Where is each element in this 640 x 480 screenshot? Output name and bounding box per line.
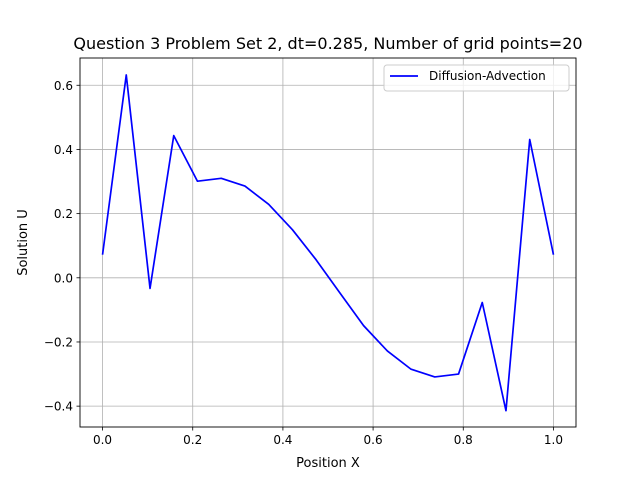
x-tick-label: 0.2 bbox=[183, 433, 202, 447]
y-tick-label: −0.2 bbox=[44, 335, 73, 349]
y-tick-label: 0.6 bbox=[54, 79, 73, 93]
legend: Diffusion-Advection bbox=[383, 64, 570, 92]
x-tick-label: 0.6 bbox=[364, 433, 383, 447]
plot-frame bbox=[79, 57, 577, 428]
x-tick-label: 0.4 bbox=[273, 433, 292, 447]
legend-label-diffusion-advection: Diffusion-Advection bbox=[429, 69, 546, 83]
y-axis-label: Solution U bbox=[16, 209, 31, 276]
y-tick-label: 0.2 bbox=[54, 207, 73, 221]
x-tick-label: 0.8 bbox=[454, 433, 473, 447]
grid bbox=[80, 58, 576, 427]
x-tick-label: 1.0 bbox=[544, 433, 563, 447]
y-tick-label: 0.4 bbox=[54, 143, 73, 157]
legend-box bbox=[383, 64, 570, 92]
series-line-diffusion-advection bbox=[101, 74, 555, 412]
x-tick-label: 0.0 bbox=[93, 433, 112, 447]
y-tick-label: 0.0 bbox=[54, 271, 73, 285]
chart-title: Question 3 Problem Set 2, dt=0.285, Numb… bbox=[73, 34, 582, 53]
x-axis-label: Position X bbox=[296, 456, 360, 471]
axis-ticks: 0.0 0.2 0.4 0.6 0.8 1.0 −0.4 −0.2 0.0 0.2 0.4 0.6 bbox=[44, 79, 563, 447]
series-layer bbox=[101, 74, 555, 412]
y-tick-label: −0.4 bbox=[44, 400, 73, 414]
